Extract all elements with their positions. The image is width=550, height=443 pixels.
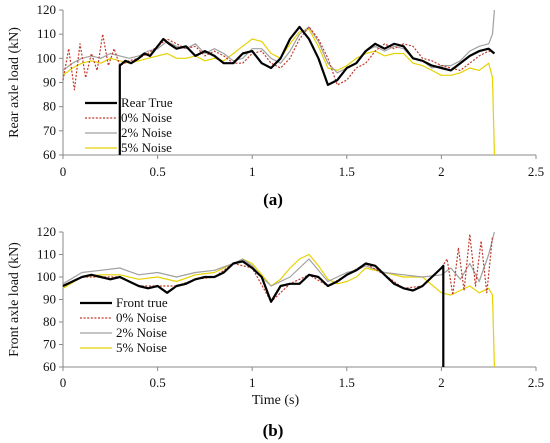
x-tick-label: 1.5: [339, 164, 355, 179]
x-tick-label: 1.5: [339, 375, 355, 390]
legend-label: Front true: [116, 295, 168, 310]
x-tick-label: 1: [249, 375, 256, 390]
y-tick-label: 60: [43, 147, 56, 162]
y-axis-label: Front axle load (kN): [7, 242, 22, 357]
y-tick-label: 120: [37, 224, 57, 239]
legend-label: 0% Noise: [121, 110, 172, 125]
x-tick-label: 0: [60, 164, 67, 179]
legend-label: 5% Noise: [121, 140, 172, 155]
x-tick-label: 0.5: [149, 164, 165, 179]
chart-panel-a: 60 70 80 90 100 110 120 0 0.5 1 1.5 2 2.5 Rear True0%…: [7, 2, 544, 209]
x-tick-label: 2.5: [528, 164, 544, 179]
y-tick-label: 120: [37, 2, 57, 17]
y-tick-label: 110: [37, 247, 56, 262]
y-tick-label: 80: [43, 314, 56, 329]
x-tick-label: 1: [249, 164, 256, 179]
x-tick-label: 0.5: [149, 375, 165, 390]
y-tick-label: 90: [43, 75, 56, 90]
y-tick-label: 110: [37, 26, 56, 41]
panel-caption: (a): [263, 190, 283, 209]
y-axis-label: Rear axle load (kN): [7, 27, 22, 138]
y-tick-label: 70: [43, 123, 56, 138]
series-line-front-true: [62, 260, 445, 367]
x-axis-label: Time (s): [252, 393, 300, 408]
series-line-5-noise: [62, 253, 495, 368]
x-tick-label: 2.5: [528, 375, 544, 390]
legend-label: 5% Noise: [116, 340, 167, 355]
y-tick-label: 100: [37, 50, 57, 65]
y-tick-label: 70: [43, 337, 56, 352]
series-line-2-noise: [62, 9, 495, 74]
series-line-rear-true: [118, 25, 496, 155]
chart-panel-b: 60 70 80 90 100 110 120 0 0.5 1 1.5 2 2.5 Front true0…: [7, 224, 544, 440]
x-tick-label: 2: [438, 375, 445, 390]
legend-label: 2% Noise: [116, 325, 167, 340]
y-tick-label: 100: [37, 269, 57, 284]
legend-label: 2% Noise: [121, 125, 172, 140]
y-tick-label: 90: [43, 292, 56, 307]
x-tick-label: 0: [60, 375, 67, 390]
y-tick-label: 80: [43, 99, 56, 114]
legend-label: Rear True: [121, 95, 173, 110]
series-line-0-noise: [62, 26, 495, 91]
panel-caption: (b): [263, 421, 284, 440]
x-tick-label: 2: [438, 164, 445, 179]
legend-label: 0% Noise: [116, 310, 167, 325]
series-line-2-noise: [62, 231, 495, 287]
y-tick-label: 60: [43, 359, 56, 374]
